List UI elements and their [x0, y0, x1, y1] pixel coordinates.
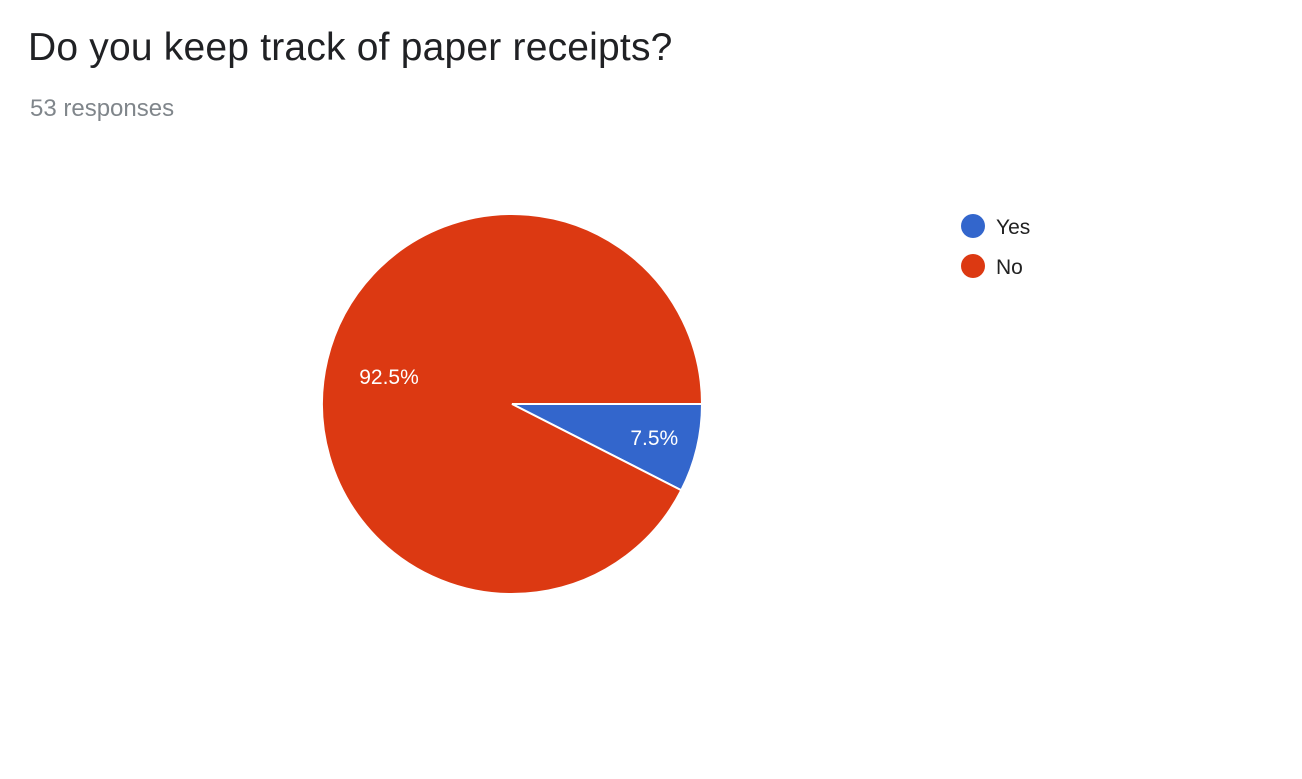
pie-slices: [321, 213, 704, 595]
legend-label-yes: Yes: [996, 216, 1030, 239]
legend-marker-yes: [961, 214, 985, 238]
response-count: 53 responses: [30, 95, 175, 122]
question-title: Do you keep track of paper receipts?: [28, 26, 673, 69]
legend-label-no: No: [996, 256, 1023, 279]
pie-slice-no[interactable]: [321, 213, 704, 595]
legend: Yes No: [961, 214, 1030, 279]
pie-label-yes: 7.5%: [630, 427, 678, 450]
legend-marker-no: [961, 254, 985, 278]
pie-labels: 7.5% 92.5%: [359, 366, 678, 450]
pie-label-no: 92.5%: [359, 366, 419, 389]
